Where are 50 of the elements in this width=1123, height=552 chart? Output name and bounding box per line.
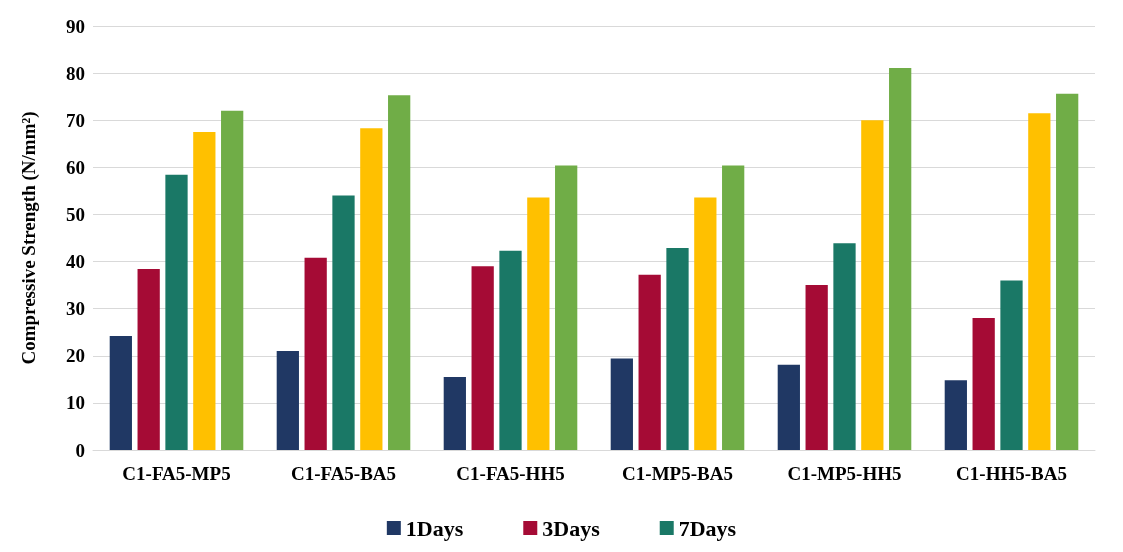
- y-tick-label: 90: [66, 15, 85, 37]
- bar: [777, 364, 800, 450]
- bar: [165, 174, 188, 450]
- x-tick-label: C1-HH5-BA5: [956, 463, 1067, 484]
- bar: [360, 128, 383, 450]
- bar: [666, 247, 689, 450]
- bar: [499, 250, 522, 450]
- y-tick-label: 60: [66, 156, 85, 178]
- bar: [137, 269, 160, 450]
- bar: [638, 274, 661, 450]
- bar: [972, 318, 995, 450]
- y-tick-label: 10: [66, 392, 85, 414]
- y-tick-label: 30: [66, 298, 85, 320]
- bar: [833, 243, 856, 450]
- legend-label: 3Days: [542, 515, 601, 541]
- bar: [555, 165, 578, 450]
- bar: [304, 257, 327, 450]
- y-tick-label: 40: [66, 251, 85, 273]
- y-tick-label: 20: [66, 345, 85, 367]
- x-tick-label: C1-MP5-BA5: [622, 463, 733, 484]
- y-tick-label: 70: [66, 109, 85, 131]
- bar: [1028, 113, 1051, 450]
- x-tick-label: C1-MP5-HH5: [787, 463, 902, 484]
- y-tick-label: 80: [66, 62, 85, 84]
- bar: [805, 285, 828, 450]
- bar: [193, 132, 216, 450]
- x-tick-label: C1-FA5-HH5: [456, 463, 565, 484]
- bar: [471, 266, 494, 450]
- x-tick-label: C1-FA5-MP5: [122, 463, 231, 484]
- bar: [694, 197, 717, 450]
- bar: [722, 165, 745, 450]
- bar: [889, 67, 912, 450]
- bar: [1056, 93, 1079, 450]
- bar: [527, 197, 550, 450]
- bar: [221, 110, 244, 450]
- legend-label: 7Days: [678, 515, 737, 541]
- bar: [861, 120, 884, 450]
- bar: [1000, 280, 1023, 450]
- y-tick-label: 0: [75, 439, 85, 461]
- bar: [388, 95, 411, 450]
- x-tick-label: C1-FA5-BA5: [290, 463, 397, 484]
- bar: [610, 358, 633, 450]
- bar: [443, 376, 466, 450]
- bar: [276, 351, 299, 450]
- y-axis-title: Compressive Strength (N/mm²): [18, 111, 40, 365]
- y-tick-label: 50: [66, 203, 85, 225]
- bar: [944, 380, 967, 450]
- legend-label: 1Days: [405, 515, 464, 541]
- bar: [332, 195, 355, 450]
- bar: [109, 335, 132, 450]
